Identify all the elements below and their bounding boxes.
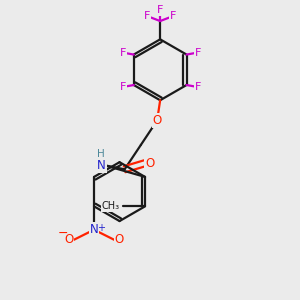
Text: O: O (115, 233, 124, 246)
Text: +: + (97, 223, 105, 233)
Text: N: N (97, 159, 106, 172)
Text: O: O (146, 157, 154, 170)
Text: O: O (64, 233, 73, 246)
Text: F: F (144, 11, 150, 21)
Text: F: F (157, 5, 163, 15)
Text: F: F (170, 11, 176, 21)
Text: F: F (119, 47, 126, 58)
Text: O: O (152, 114, 162, 127)
Text: N: N (90, 223, 98, 236)
Text: −: − (57, 227, 68, 240)
Text: F: F (194, 82, 201, 92)
Text: H: H (98, 149, 105, 159)
Text: F: F (194, 47, 201, 58)
Text: CH₃: CH₃ (101, 201, 120, 212)
Text: F: F (119, 82, 126, 92)
